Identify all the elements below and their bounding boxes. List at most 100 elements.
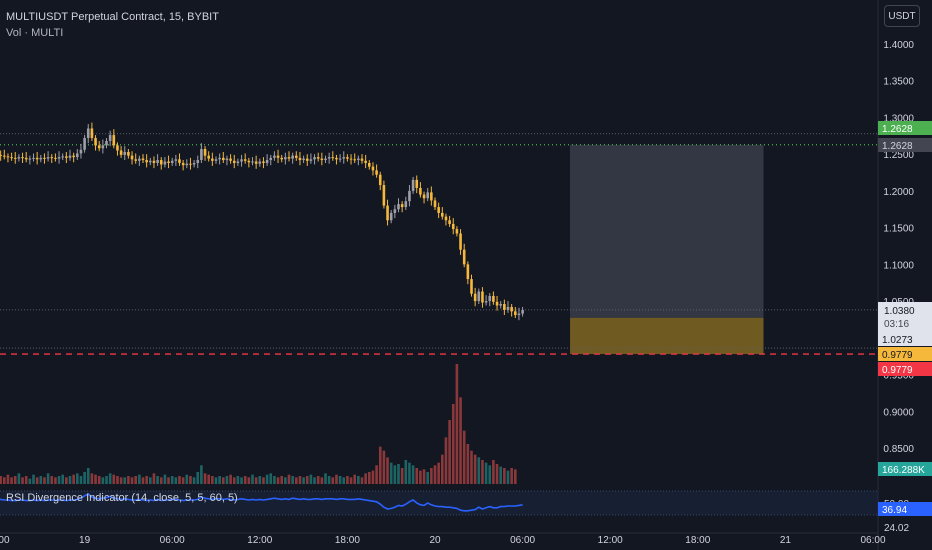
candle-body	[101, 145, 105, 149]
volume-bar	[331, 477, 335, 484]
candle-body	[499, 304, 502, 306]
candle-body	[514, 311, 517, 316]
candle-body	[324, 158, 327, 161]
volume-bar	[503, 468, 506, 484]
volume-bar	[393, 465, 397, 484]
candle-body	[152, 160, 156, 163]
volume-bar	[371, 470, 375, 484]
rsi-legend[interactable]: RSI Divergence Indicator (14, close, 5, …	[6, 492, 238, 504]
volume-bar	[295, 477, 298, 484]
volume-bar	[79, 476, 83, 484]
price-tick-label: 1.2000	[883, 187, 914, 198]
rsi-value-label: 36.94	[878, 502, 932, 516]
candle-body	[338, 158, 342, 160]
candle-body	[112, 135, 116, 146]
candle-body	[61, 156, 64, 158]
price-tick-label: 0.9000	[883, 407, 914, 418]
candle-body	[375, 170, 378, 175]
symbol-title[interactable]: MULTIUSDT Perpetual Contract, 15, BYBIT	[6, 11, 219, 23]
candle-body	[481, 291, 484, 303]
price-tick-label: 1.1000	[883, 260, 914, 271]
volume-bar	[229, 474, 232, 484]
volume-bar	[178, 476, 181, 484]
volume-bar	[408, 462, 411, 484]
candle-body	[214, 159, 218, 161]
candle-body	[123, 151, 127, 155]
volume-bar	[86, 468, 90, 484]
candle-body	[68, 155, 72, 158]
candle-body	[419, 187, 422, 195]
volume-bar	[378, 446, 382, 484]
volume-bar	[309, 474, 313, 484]
time-tick-label: 06:00	[860, 535, 885, 546]
time-tick-label: 12:00	[247, 535, 272, 546]
volume-bar	[506, 470, 510, 484]
candle-body	[76, 153, 79, 158]
candle-body	[521, 309, 524, 314]
volume-bar	[433, 465, 437, 484]
stop-price-label-bg	[878, 347, 932, 361]
volume-bar	[488, 465, 492, 484]
candle-body	[433, 200, 437, 208]
candle-body	[273, 155, 276, 158]
entry-price-label-bg	[878, 332, 932, 346]
currency-button[interactable]: USDT	[884, 5, 920, 27]
volume-bar	[185, 474, 189, 484]
candle-body	[437, 207, 440, 213]
volume-bar	[265, 474, 269, 484]
candle-body	[276, 155, 280, 158]
candle-body	[495, 301, 499, 306]
candle-body	[265, 160, 269, 163]
volume-bar	[134, 476, 137, 484]
volume-bar	[404, 460, 408, 484]
candle-body	[10, 157, 13, 159]
candle-body	[108, 135, 112, 141]
stop-price-label-2-bg	[878, 362, 932, 376]
volume-bar	[254, 477, 258, 484]
volume-bar	[349, 477, 353, 484]
time-axis[interactable]: 18:00 19 06:00 12:00 18:00 20 06:00 12:00 18:00 2…	[0, 535, 886, 546]
target-price-label-bg	[878, 121, 932, 135]
volume-bar	[251, 474, 254, 484]
volume-bar	[441, 454, 444, 484]
volume-bar	[94, 474, 97, 484]
chart-legend: MULTIUSDT Perpetual Contract, 15, BYBIT …	[6, 9, 219, 41]
time-tick-label: 18:00	[0, 535, 10, 546]
candle-body	[149, 160, 152, 163]
candle-body	[32, 157, 35, 159]
volume-bar	[510, 468, 513, 484]
volume-bar	[13, 476, 17, 484]
volume-bar	[291, 476, 294, 484]
target-zone	[570, 144, 764, 318]
candle-body	[342, 157, 346, 159]
volume-bar	[43, 477, 46, 484]
volume-bar	[211, 476, 214, 484]
candle-body	[211, 158, 214, 161]
volume-bar	[481, 460, 484, 484]
candle-body	[357, 158, 360, 161]
volume-legend[interactable]: Vol · MULTI	[6, 27, 64, 39]
volume-bar	[0, 476, 2, 484]
volume-bar	[470, 450, 473, 484]
candle-body	[309, 159, 313, 161]
entry-price-label: 1.0273	[878, 332, 932, 346]
volume-bar	[65, 477, 68, 484]
candle-body	[225, 158, 229, 161]
candle-body	[378, 174, 382, 186]
volume-bar	[448, 420, 451, 484]
candle-body	[17, 157, 21, 159]
candle-body	[411, 179, 415, 191]
candle-body	[200, 149, 203, 161]
volume-bar	[284, 477, 287, 484]
volume-bar	[459, 397, 462, 484]
candle-body	[232, 160, 236, 163]
volume-bar	[24, 476, 28, 484]
candle-body	[50, 157, 54, 159]
candle-body	[6, 156, 10, 158]
candle-body	[477, 291, 481, 302]
volume-bar	[17, 473, 21, 484]
stop-price-label-2: 0.9779	[878, 362, 932, 376]
price-tick-label: 1.1500	[883, 224, 914, 235]
candle-body	[79, 149, 83, 154]
